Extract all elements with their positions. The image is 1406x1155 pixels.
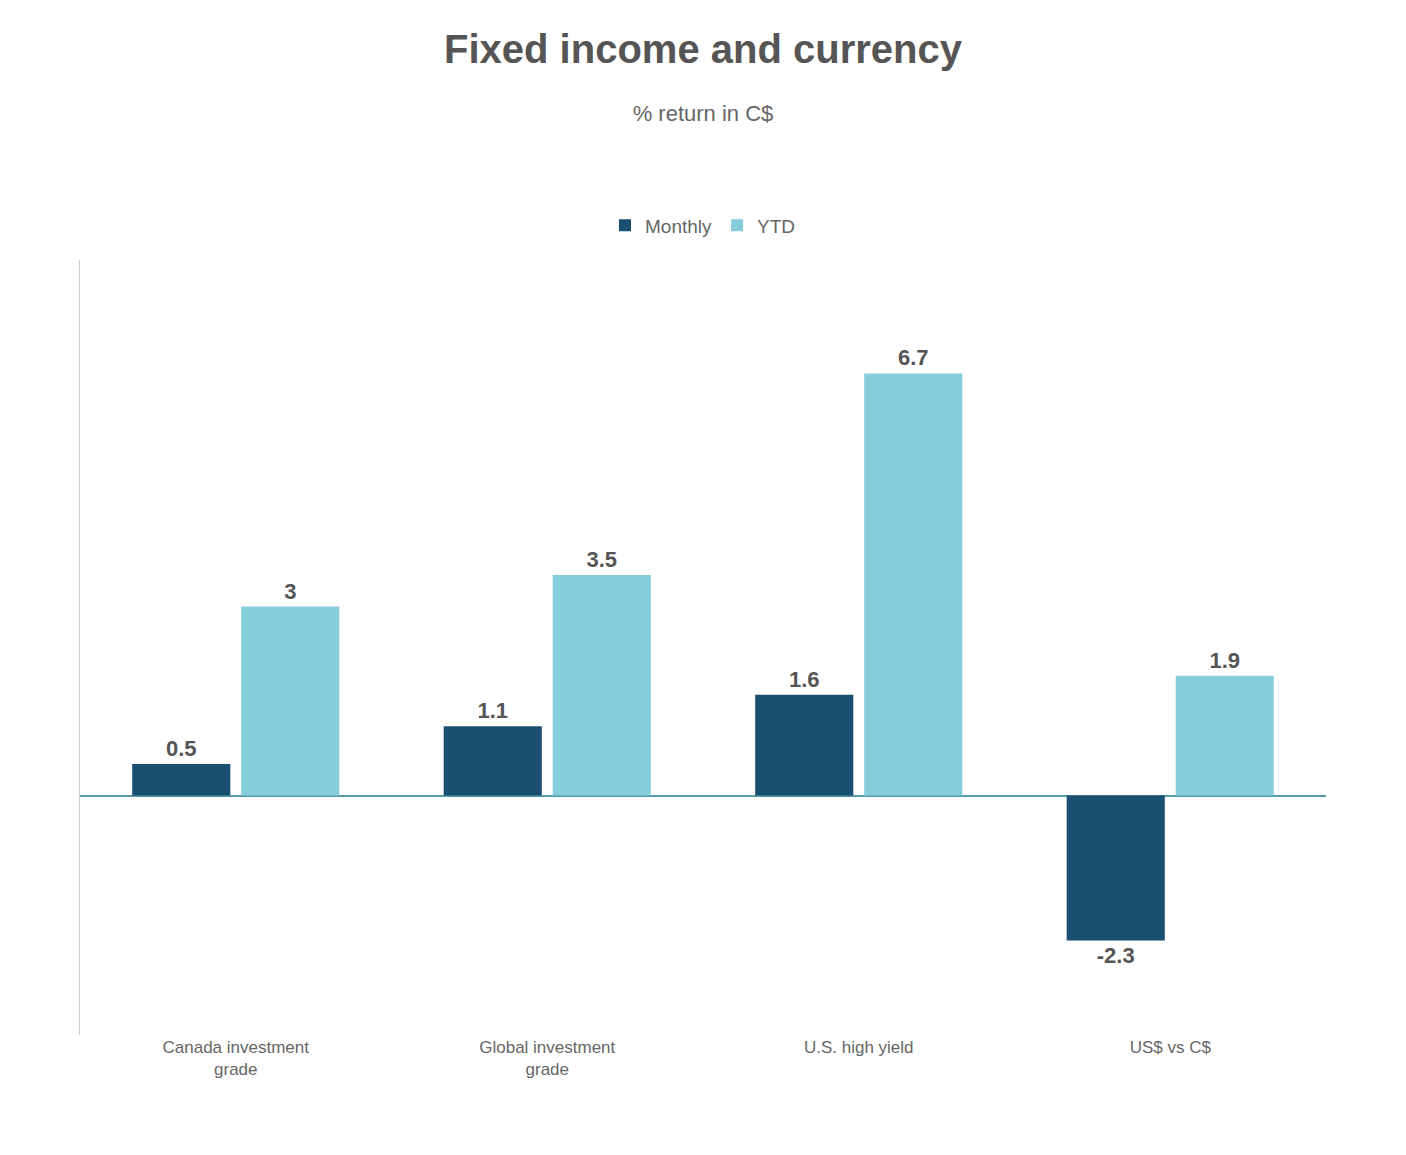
- svg-text:3.5: 3.5: [586, 547, 617, 572]
- svg-text:0.5: 0.5: [166, 736, 197, 761]
- svg-text:% return in C$: % return in C$: [633, 101, 774, 126]
- svg-text:1.1: 1.1: [477, 698, 508, 723]
- svg-text:YTD: YTD: [757, 216, 795, 237]
- svg-text:1.9: 1.9: [1209, 648, 1240, 673]
- svg-text:Global investmentgrade: Global investmentgrade: [479, 1038, 615, 1079]
- svg-text:Fixed income and currency: Fixed income and currency: [444, 27, 963, 71]
- svg-text:US$ vs C$: US$ vs C$: [1130, 1038, 1212, 1057]
- svg-text:1.6: 1.6: [789, 667, 820, 692]
- svg-text:Monthly: Monthly: [645, 216, 712, 237]
- svg-text:3: 3: [284, 579, 296, 604]
- svg-text:-2.3: -2.3: [1097, 943, 1135, 968]
- svg-text:Canada investmentgrade: Canada investmentgrade: [163, 1038, 310, 1079]
- svg-text:U.S. high yield: U.S. high yield: [804, 1038, 914, 1057]
- svg-text:6.7: 6.7: [898, 345, 929, 370]
